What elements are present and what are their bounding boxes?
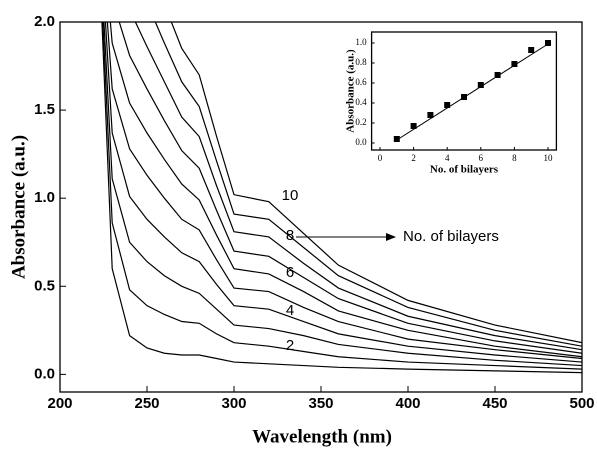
spectrum-line [103, 22, 582, 367]
y-tick-label: 0.2 [355, 117, 366, 127]
y-tick-label: 1.0 [355, 37, 367, 47]
spectrum-line [106, 22, 582, 360]
x-axis-label: Wavelength (nm) [252, 426, 392, 447]
data-point [494, 72, 501, 78]
curve-label: 2 [286, 337, 294, 354]
y-tick-label: 2.0 [34, 13, 55, 30]
x-tick-label: 250 [134, 395, 159, 412]
x-tick-label: 400 [395, 395, 420, 412]
curve-label: 4 [286, 302, 294, 319]
data-point [410, 123, 417, 129]
spectrum-line [101, 22, 582, 374]
y-tick-label: 0.5 [34, 277, 55, 294]
spectrum-line [118, 22, 582, 354]
y-tick-label: 0.0 [34, 365, 55, 382]
y-tick-label: 0.0 [355, 137, 367, 147]
x-tick-label: 350 [308, 395, 333, 412]
x-tick-label: 500 [569, 395, 594, 412]
y-axis-label: Absorbance (a.u.) [8, 135, 29, 279]
x-tick-label: 200 [47, 395, 72, 412]
data-point [427, 112, 434, 118]
spectrum-line [104, 22, 582, 363]
data-point [545, 40, 551, 46]
x-tick-label: 6 [479, 153, 484, 163]
y-tick-label: 1.5 [34, 101, 55, 118]
data-point [511, 61, 518, 67]
curve-label: 10 [282, 187, 299, 204]
arrow-label: No. of bilayers [403, 228, 499, 245]
curve-label: 8 [286, 227, 294, 244]
y-tick-label: 0.8 [355, 57, 367, 67]
inset-bg [372, 32, 557, 150]
spectrum-line [170, 22, 582, 344]
data-point [528, 47, 535, 53]
fit-line [396, 43, 549, 141]
plot-frame [370, 31, 558, 151]
data-point [477, 82, 484, 88]
x-tick-label: 300 [221, 395, 246, 412]
spectrum-line [154, 22, 582, 347]
y-tick-label: 0.6 [355, 77, 367, 87]
inset-y-axis-label: Absorbance (a.u.) [345, 49, 357, 133]
x-tick-label: 0 [378, 153, 383, 163]
y-tick-label: 1.0 [34, 189, 55, 206]
x-tick-label: 2 [411, 153, 416, 163]
arrow-head [386, 233, 396, 241]
x-tick-label: 8 [512, 153, 517, 163]
data-point [444, 102, 451, 108]
data-point [461, 94, 467, 100]
data-point [393, 136, 400, 142]
x-tick-label: 450 [482, 395, 507, 412]
y-tick-label: 0.4 [355, 97, 367, 107]
x-tick-label: 4 [445, 153, 450, 163]
curves [101, 22, 582, 374]
x-tick-label: 10 [544, 153, 554, 163]
spectrum-line [134, 22, 582, 351]
spectrum-line [109, 22, 582, 358]
curve-label: 6 [286, 264, 294, 281]
inset-x-axis-label: No. of bilayers [430, 164, 499, 176]
spectrum-line [102, 22, 582, 370]
